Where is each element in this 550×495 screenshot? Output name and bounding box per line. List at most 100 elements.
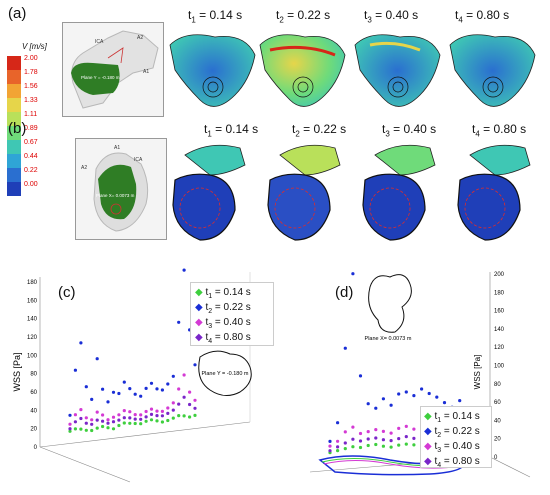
data-point [366,437,370,441]
legend-entry: ◆ t3 = 0.40 s [195,315,269,330]
data-point [160,388,164,392]
data-point [351,445,355,449]
thumb-a-ica-label: ICA [95,39,104,45]
row-a-time-label: t1 = 0.14 s [188,8,243,25]
data-point [343,430,347,434]
y-tick-label: 0 [34,445,38,451]
data-point [404,390,408,394]
data-point [381,438,385,442]
data-point [106,421,110,425]
chart-d-plane-inset: Plane X= 0.0073 m [365,274,412,342]
data-point [128,410,132,414]
data-point [381,444,385,448]
data-point [90,422,94,426]
data-point [122,421,126,425]
data-point [412,436,416,440]
streamlines-row-b [172,144,531,241]
data-point [95,357,99,361]
data-point [101,419,105,423]
y-tick-label: 80 [494,382,501,388]
data-point [412,427,416,431]
row-b-time-label: t1 = 0.14 s [204,122,259,139]
colorbar-tick-label: 0.44 [24,153,38,160]
chart-c-plane-label: Plane Y = -0.180 m [201,371,248,377]
data-point [101,424,105,429]
data-point [166,382,170,386]
y-tick-label: 160 [494,309,505,315]
colorbar-swatch [7,126,21,140]
y-tick-label: 100 [27,353,38,359]
data-point [79,408,83,412]
colorbar-tick-label: 0.67 [24,139,38,146]
chart-c-plane-inset: Plane Y = -0.180 m [198,350,252,396]
data-point [336,439,340,443]
row-b-time-label: t2 = 0.22 s [292,122,347,139]
y-tick-label: 180 [27,280,38,286]
data-point [106,426,110,430]
data-point [389,445,393,449]
legend-entry: ◆ t4 = 0.80 s [195,330,269,345]
aneurysm-b-t1 [172,144,246,241]
thumb-b-a2-label: A2 [81,165,87,171]
data-point [389,431,393,435]
data-point [442,401,447,405]
colorbar-tick-label: 0.89 [24,125,38,132]
data-point [171,401,175,405]
data-point [111,415,116,419]
plane-x-thumbnail: A1 A2 ICA Plane X= 0.0073 m [75,138,167,240]
data-point [79,416,83,421]
data-point [336,449,340,453]
data-point [133,413,137,417]
legend-marker: ◆ [424,456,435,467]
data-point [351,425,355,429]
data-point [358,431,363,436]
data-point [128,421,132,425]
data-point [133,392,137,396]
chart-c-yticks: 0 20 40 60 80 100 120 140 160 180 [27,280,38,451]
data-point [404,442,408,446]
data-point [160,420,164,424]
y-tick-label: 120 [494,345,505,351]
data-point [84,428,88,432]
data-point [182,373,186,377]
data-point [389,403,393,407]
colorbar-scale [7,56,21,196]
data-point [358,445,363,450]
y-tick-label: 20 [494,437,501,443]
data-point [149,407,154,411]
data-point [155,414,159,418]
data-point [84,421,88,425]
legend-entry: ◆ t2 = 0.22 s [195,300,269,315]
data-point [133,417,137,421]
data-point [95,418,99,422]
data-point [177,414,181,418]
colorbar-tick-label: 2.00 [24,55,38,62]
legend-label: t1 = 0.14 s [205,287,251,300]
row-b-time-label: t3 = 0.40 s [382,122,437,139]
panel-label-c: (c) [58,284,76,301]
data-point [117,423,121,428]
aneurysm-a-t4 [449,34,536,107]
y-tick-label: 140 [494,327,505,333]
data-point [79,427,83,431]
colorbar-swatch [7,70,21,84]
data-point [193,413,197,417]
data-point [177,320,181,324]
data-point [328,444,332,448]
data-point [101,413,105,417]
data-point [374,428,378,432]
data-point [336,445,340,449]
legend-label: t1 = 0.14 s [434,411,480,424]
aneurysm-b-t4 [457,144,531,241]
data-point [122,380,126,384]
data-point [73,427,77,431]
data-point [84,416,88,420]
data-point [188,402,192,407]
colorbar-swatch [7,112,21,126]
y-tick-label: 0 [494,455,498,461]
data-point [328,449,332,453]
colorbar-title: V [m/s] [22,42,47,51]
chart-c-ylabel: WSS [Pa] [12,352,22,391]
data-point [68,427,72,431]
colorbar-tick-label: 1.33 [24,97,38,104]
